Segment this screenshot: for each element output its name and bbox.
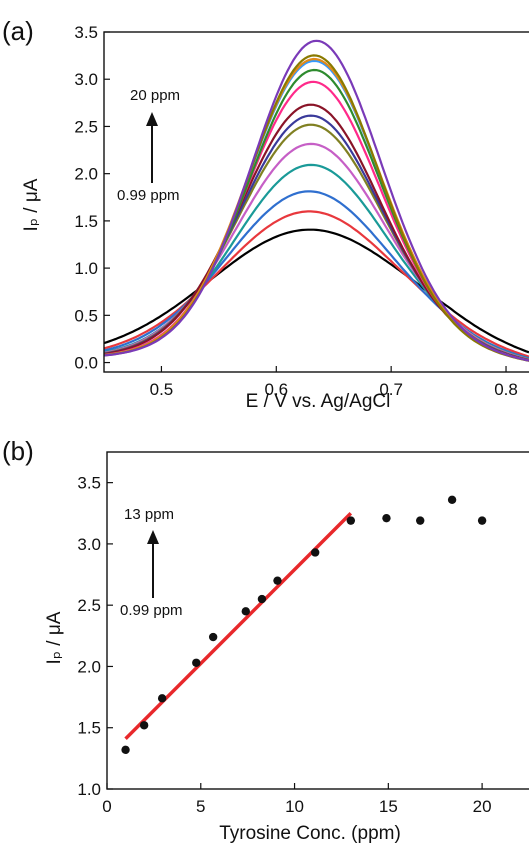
panel-b-y-tick-label: 1.5 xyxy=(77,719,101,738)
panel-b-y-tick-label: 3.5 xyxy=(77,474,101,493)
panel-a-x-tick-label: 0.7 xyxy=(379,380,403,399)
panel-b-y-tick-label: 3.0 xyxy=(77,535,101,554)
panel-b-y-tick-label: 1.0 xyxy=(77,780,101,799)
panel-a-y-tick-label: 3.5 xyxy=(74,23,98,42)
data-point xyxy=(192,658,201,667)
panel-b-y-axis-label: Iₚ / μA xyxy=(44,611,65,664)
panel-a-y-tick-label: 0.5 xyxy=(74,306,98,325)
linear-fit-line xyxy=(124,512,353,740)
data-point xyxy=(157,694,167,703)
panel-b-axes: 1.0 1.5 2.0 2.5 3.0 3.5 0 5 10 15 20 xyxy=(77,451,529,816)
panel-a-frame xyxy=(103,31,529,373)
panel-a-y-axis-label: Iₚ / μA xyxy=(21,178,42,231)
data-point xyxy=(416,516,425,525)
voltammogram-curve-2 xyxy=(103,210,529,358)
panel-b-annotation-top: 13 ppm xyxy=(124,506,174,523)
panel-a-arrow-head xyxy=(146,112,158,126)
data-point xyxy=(477,516,487,525)
voltammogram-curve-12 xyxy=(103,57,529,362)
panel-a-y-tick-label: 0.0 xyxy=(74,354,98,373)
panel-a-y-tick-label: 3.0 xyxy=(74,70,98,89)
panel-a: (a) 0.0 0.5 1.0 1.5 2.0 2.5 3.0 3.5 0.5 0.6 0.7 0.8… xyxy=(2,16,529,412)
data-point xyxy=(382,513,391,523)
panel-a-x-tick-label: 0.8 xyxy=(494,380,518,399)
panel-b-x-axis-label: Tyrosine Conc. (ppm) xyxy=(219,823,401,844)
panel-b-annotation-bottom: 0.99 ppm xyxy=(120,602,183,619)
panel-a-y-tick-label: 1.5 xyxy=(74,212,98,231)
data-point xyxy=(241,607,250,616)
panel-a-curves xyxy=(103,39,529,362)
panel-b-plot xyxy=(121,495,487,754)
panel-b-y-tick-label: 2.0 xyxy=(77,657,101,676)
panel-a-x-axis-label: E / V vs. Ag/AgCl xyxy=(246,391,391,412)
panel-a-annotation-top: 20 ppm xyxy=(130,87,180,104)
panel-a-x-tick-label: 0.5 xyxy=(150,380,174,399)
panel-b-y-tick-label: 2.5 xyxy=(77,596,101,615)
voltammogram-curve-1 xyxy=(103,228,529,354)
data-point xyxy=(139,721,149,730)
panel-a-y-tick-label: 2.5 xyxy=(74,117,98,136)
panel-a-label: (a) xyxy=(2,16,34,46)
panel-b: (b) 1.0 1.5 2.0 2.5 3.0 3.5 0 5 10 15 20 13 ppm 0.… xyxy=(2,436,529,844)
panel-b-x-tick-label: 10 xyxy=(285,797,304,816)
data-point xyxy=(273,576,282,585)
panel-a-y-tick-label: 2.0 xyxy=(74,165,98,184)
data-point xyxy=(257,594,267,604)
panel-a-axes: 0.0 0.5 1.0 1.5 2.0 2.5 3.0 3.5 0.5 0.6 0.7 0.8 xyxy=(74,23,529,399)
panel-b-x-tick-label: 15 xyxy=(379,797,398,816)
data-point xyxy=(310,548,320,557)
panel-a-x-tick-label: 0.6 xyxy=(264,380,288,399)
data-point xyxy=(346,516,356,525)
panel-b-x-tick-label: 20 xyxy=(473,797,492,816)
panel-a-y-tick-label: 1.0 xyxy=(74,259,98,278)
panel-b-arrow-head xyxy=(147,530,159,544)
panel-b-x-tick-label: 0 xyxy=(102,797,111,816)
panel-b-label: (b) xyxy=(2,436,34,466)
data-point xyxy=(121,745,130,754)
data-point xyxy=(208,632,218,642)
data-point xyxy=(447,495,457,504)
voltammogram-curve-14 xyxy=(103,39,529,362)
panel-b-frame xyxy=(106,451,529,790)
panel-a-annotation-bottom: 0.99 ppm xyxy=(117,187,180,204)
panel-b-x-tick-label: 5 xyxy=(196,797,205,816)
